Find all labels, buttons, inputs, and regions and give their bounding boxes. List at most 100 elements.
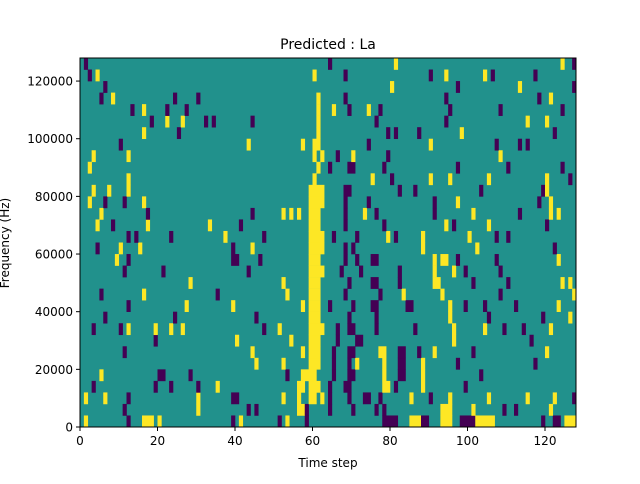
heatmap-cell — [393, 58, 399, 70]
x-tick-label: 60 — [305, 434, 320, 448]
heatmap-cell — [126, 323, 131, 336]
heatmap-cell — [122, 403, 127, 416]
heatmap-cell — [417, 127, 422, 140]
heatmap-cells — [80, 58, 577, 428]
heatmap-cell — [231, 415, 236, 428]
heatmap-cell — [444, 219, 449, 232]
heatmap-cell — [142, 415, 154, 428]
heatmap-cell — [331, 230, 337, 243]
heatmap-cell — [452, 265, 457, 278]
heatmap-cell — [343, 69, 348, 82]
heatmap-cell — [370, 277, 379, 289]
heatmap-cell — [355, 230, 360, 243]
heatmap-cell — [483, 300, 488, 312]
heatmap-cell — [300, 138, 306, 151]
heatmap-cell — [157, 369, 166, 382]
heatmap-cell — [196, 403, 201, 416]
heatmap-cell — [91, 150, 96, 163]
heatmap-cell — [297, 392, 302, 405]
y-tick-label: 40000 — [35, 305, 73, 319]
heatmap-cell — [308, 380, 321, 393]
heatmap-cell — [552, 127, 557, 140]
heatmap-cell — [362, 392, 371, 405]
heatmap-cell — [126, 230, 131, 243]
heatmap-cell — [421, 415, 430, 428]
heatmap-cell — [343, 254, 348, 266]
heatmap-cell — [428, 392, 433, 405]
heatmap-cell — [204, 115, 209, 128]
heatmap-cell — [541, 311, 546, 324]
heatmap-cell — [475, 242, 480, 255]
heatmap-cell — [494, 230, 499, 243]
heatmap-cell — [95, 69, 100, 82]
heatmap-cell — [331, 346, 337, 359]
heatmap-cell — [297, 207, 302, 220]
heatmap-cell — [328, 58, 333, 70]
heatmap-cell — [413, 184, 418, 197]
heatmap-cell — [386, 230, 391, 243]
heatmap-cell — [541, 415, 546, 428]
heatmap-cell — [347, 323, 356, 336]
heatmap-cell — [366, 104, 371, 116]
heatmap-cell — [304, 403, 309, 416]
heatmap-cell — [382, 380, 391, 393]
heatmap-cell — [91, 184, 96, 197]
heatmap-cell — [421, 357, 426, 370]
heatmap-cell — [378, 346, 387, 359]
heatmap-cell — [556, 300, 561, 312]
heatmap-cell — [397, 184, 402, 197]
heatmap-background — [80, 58, 576, 427]
heatmap-cell — [118, 138, 123, 151]
heatmap-cell — [421, 242, 426, 255]
heatmap-cell — [87, 161, 92, 174]
heatmap-cell — [448, 104, 453, 116]
heatmap-cell — [440, 288, 445, 301]
heatmap-cell — [452, 219, 457, 232]
heatmap-cell — [103, 196, 108, 209]
heatmap-cell — [545, 184, 550, 197]
heatmap-cell — [281, 392, 286, 405]
heatmap-cell — [475, 415, 495, 428]
heatmap-cell — [320, 392, 325, 405]
heatmap-cell — [556, 254, 561, 266]
heatmap-cell — [471, 403, 476, 416]
heatmap-cell — [517, 207, 523, 220]
heatmap-cell — [572, 58, 577, 70]
heatmap-cell — [552, 242, 557, 255]
heatmap-cell — [308, 207, 321, 220]
heatmap-cell — [347, 104, 352, 116]
heatmap-cell — [173, 92, 178, 105]
heatmap-cell — [126, 173, 131, 186]
heatmap-cell — [83, 415, 89, 428]
heatmap-cell — [514, 403, 519, 416]
heatmap-cell — [300, 300, 306, 312]
heatmap-cell — [366, 196, 371, 209]
heatmap-cell — [207, 219, 213, 232]
heatmap-cell — [250, 207, 255, 220]
heatmap-cell — [432, 346, 437, 359]
heatmap-cell — [382, 403, 387, 416]
heatmap-cell — [498, 265, 503, 278]
heatmap-cell — [335, 150, 340, 163]
heatmap-cell — [572, 288, 577, 301]
heatmap-cell — [390, 173, 395, 186]
heatmap-cell — [568, 277, 573, 289]
heatmap-cell — [328, 300, 333, 312]
x-tick-label: 40 — [227, 434, 242, 448]
heatmap-cell — [351, 150, 356, 163]
heatmap-cell — [254, 357, 259, 370]
heatmap-cell — [262, 323, 267, 336]
heatmap-cell — [215, 380, 220, 393]
heatmap-cell — [250, 242, 255, 255]
y-tick-label: 100000 — [27, 132, 73, 146]
heatmap-cell — [246, 138, 251, 151]
heatmap-cell — [308, 334, 321, 347]
heatmap-cell — [339, 265, 344, 278]
heatmap-cell — [281, 357, 286, 370]
heatmap-cell — [444, 92, 449, 105]
heatmap-cell — [521, 323, 526, 336]
heatmap-cell — [134, 230, 139, 243]
heatmap-cell — [188, 277, 193, 289]
heatmap-cell — [548, 196, 554, 209]
heatmap-cell — [308, 265, 325, 278]
